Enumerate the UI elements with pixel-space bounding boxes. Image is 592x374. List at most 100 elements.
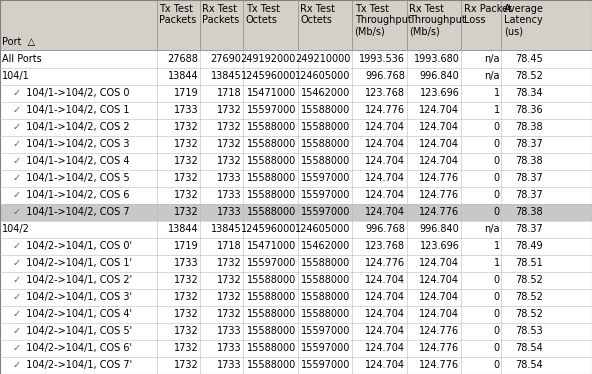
Bar — [0, 357, 592, 374]
Text: 1732: 1732 — [173, 361, 198, 371]
Text: 996.840: 996.840 — [420, 224, 459, 234]
Text: 15588000: 15588000 — [247, 275, 296, 285]
Text: ✓: ✓ — [13, 258, 21, 268]
Text: 104/1->104/2, COS 5: 104/1->104/2, COS 5 — [20, 173, 130, 183]
Bar — [0, 153, 592, 170]
Bar — [0, 68, 592, 85]
Text: n/a: n/a — [484, 224, 500, 234]
Text: 15588000: 15588000 — [301, 105, 350, 115]
Text: ✓: ✓ — [13, 190, 21, 200]
Text: 124.704: 124.704 — [419, 156, 459, 166]
Text: 15588000: 15588000 — [247, 343, 296, 353]
Bar — [0, 238, 592, 255]
Text: 1732: 1732 — [217, 292, 242, 303]
Bar — [0, 136, 592, 153]
Text: 104/1->104/2, COS 2: 104/1->104/2, COS 2 — [20, 122, 130, 132]
Text: 124.704: 124.704 — [365, 173, 405, 183]
Text: 15588000: 15588000 — [301, 122, 350, 132]
Text: 1733: 1733 — [217, 327, 242, 337]
Text: 1733: 1733 — [217, 343, 242, 353]
Text: 1718: 1718 — [217, 241, 242, 251]
Text: ✓: ✓ — [13, 275, 21, 285]
Text: 1732: 1732 — [173, 173, 198, 183]
Text: 1732: 1732 — [173, 139, 198, 149]
Text: 15597000: 15597000 — [301, 173, 350, 183]
Text: 78.49: 78.49 — [515, 241, 543, 251]
Text: 15597000: 15597000 — [247, 258, 296, 268]
Text: 124.704: 124.704 — [419, 275, 459, 285]
Bar — [0, 221, 592, 238]
Text: ✓: ✓ — [13, 122, 21, 132]
Text: 124605000: 124605000 — [295, 71, 350, 81]
Text: 15588000: 15588000 — [301, 258, 350, 268]
Text: 1732: 1732 — [217, 156, 242, 166]
Text: 104/2: 104/2 — [2, 224, 30, 234]
Text: 1733: 1733 — [217, 190, 242, 200]
Text: 104/1->104/2, COS 1: 104/1->104/2, COS 1 — [20, 105, 130, 115]
Text: 104/2->104/1, COS 3': 104/2->104/1, COS 3' — [20, 292, 132, 303]
Text: ✓: ✓ — [13, 105, 21, 115]
Text: 124.704: 124.704 — [419, 292, 459, 303]
Text: Tx Test
Octets: Tx Test Octets — [246, 4, 279, 25]
Text: 15588000: 15588000 — [247, 122, 296, 132]
Text: 1733: 1733 — [173, 258, 198, 268]
Bar — [0, 289, 592, 306]
Text: 1: 1 — [494, 258, 500, 268]
Bar — [0, 323, 592, 340]
Text: 1733: 1733 — [217, 207, 242, 217]
Text: 15588000: 15588000 — [247, 156, 296, 166]
Text: 0: 0 — [494, 343, 500, 353]
Text: ✓: ✓ — [13, 207, 21, 217]
Text: 27688: 27688 — [168, 54, 198, 64]
Bar — [0, 0, 592, 50]
Text: 15597000: 15597000 — [301, 207, 350, 217]
Text: 13844: 13844 — [168, 71, 198, 81]
Text: Rx Test
Throughput
(Mb/s): Rx Test Throughput (Mb/s) — [409, 4, 466, 37]
Text: 124.704: 124.704 — [419, 122, 459, 132]
Text: 0: 0 — [494, 139, 500, 149]
Text: 15588000: 15588000 — [247, 309, 296, 319]
Text: 1719: 1719 — [173, 241, 198, 251]
Text: 249192000: 249192000 — [240, 54, 296, 64]
Text: 104/1->104/2, COS 4: 104/1->104/2, COS 4 — [20, 156, 130, 166]
Text: 104/1->104/2, COS 6: 104/1->104/2, COS 6 — [20, 190, 130, 200]
Text: 996.768: 996.768 — [365, 71, 405, 81]
Text: 78.54: 78.54 — [515, 343, 543, 353]
Text: 15588000: 15588000 — [301, 309, 350, 319]
Text: 124.704: 124.704 — [419, 105, 459, 115]
Text: 78.51: 78.51 — [515, 258, 543, 268]
Text: 123.768: 123.768 — [365, 88, 405, 98]
Text: 124.704: 124.704 — [365, 361, 405, 371]
Text: 15462000: 15462000 — [301, 88, 350, 98]
Text: 124.704: 124.704 — [365, 156, 405, 166]
Bar — [0, 272, 592, 289]
Text: 1733: 1733 — [217, 173, 242, 183]
Text: 1733: 1733 — [173, 105, 198, 115]
Text: 1732: 1732 — [217, 309, 242, 319]
Text: 1732: 1732 — [173, 343, 198, 353]
Text: ✓: ✓ — [13, 139, 21, 149]
Text: Tx Test
Packets: Tx Test Packets — [159, 4, 197, 25]
Text: 996.840: 996.840 — [420, 71, 459, 81]
Text: ✓: ✓ — [13, 241, 21, 251]
Bar — [0, 102, 592, 119]
Text: 1732: 1732 — [217, 122, 242, 132]
Text: 124.704: 124.704 — [419, 309, 459, 319]
Text: 124.704: 124.704 — [365, 343, 405, 353]
Text: 1732: 1732 — [217, 105, 242, 115]
Text: ✓: ✓ — [13, 88, 21, 98]
Text: Average
Latency
(us): Average Latency (us) — [504, 4, 543, 37]
Text: 15597000: 15597000 — [301, 361, 350, 371]
Text: 1732: 1732 — [173, 327, 198, 337]
Bar — [0, 187, 592, 204]
Text: Rx Test
Packets: Rx Test Packets — [202, 4, 240, 25]
Text: 123.696: 123.696 — [420, 88, 459, 98]
Text: 78.52: 78.52 — [515, 275, 543, 285]
Text: 1732: 1732 — [217, 139, 242, 149]
Text: 0: 0 — [494, 207, 500, 217]
Text: 104/1->104/2, COS 3: 104/1->104/2, COS 3 — [20, 139, 130, 149]
Text: 15588000: 15588000 — [301, 275, 350, 285]
Text: 104/2->104/1, COS 5': 104/2->104/1, COS 5' — [20, 327, 132, 337]
Text: 78.34: 78.34 — [515, 88, 543, 98]
Text: 123.696: 123.696 — [420, 241, 459, 251]
